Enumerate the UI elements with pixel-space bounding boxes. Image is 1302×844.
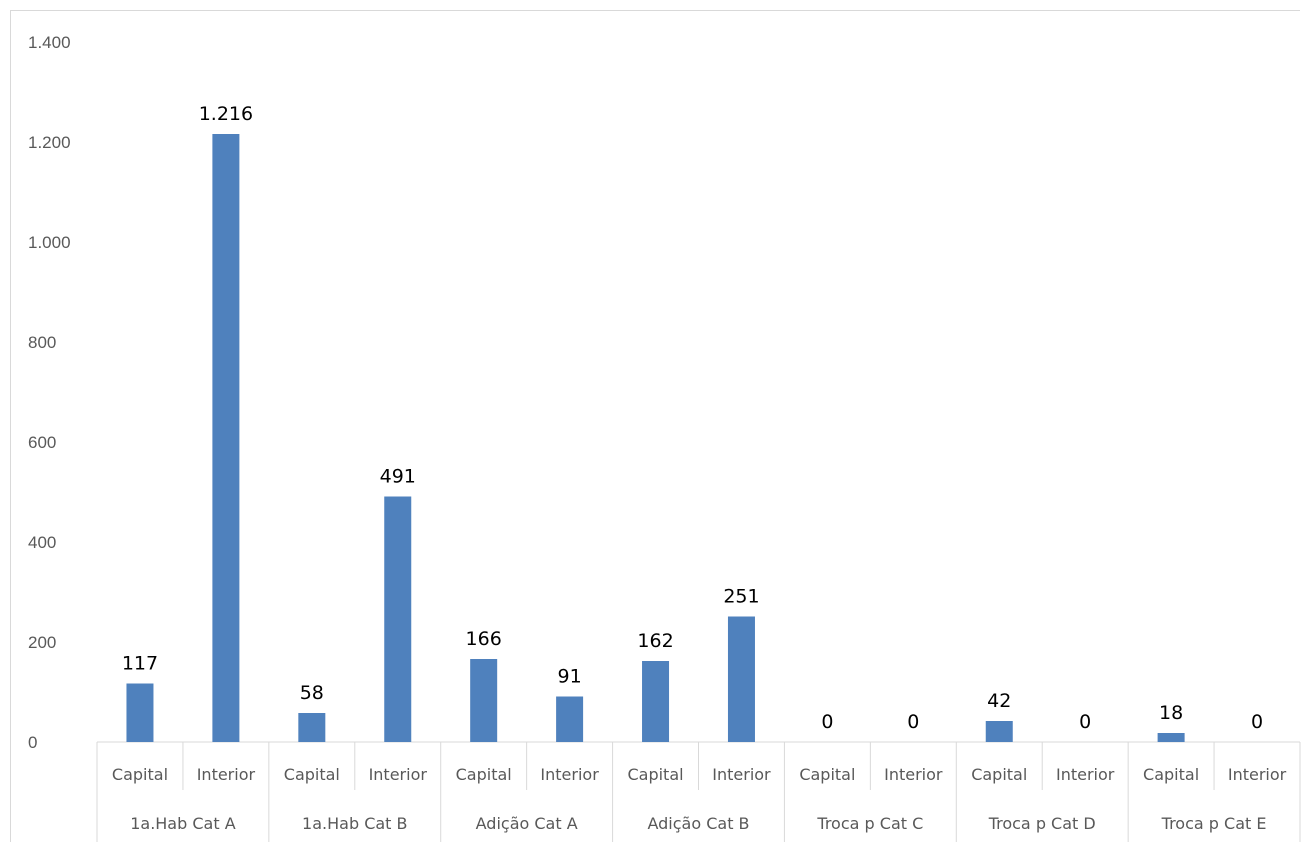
subcategory-label: Capital — [456, 765, 512, 784]
chart-frame — [10, 10, 1300, 842]
bar — [126, 683, 154, 742]
subcategory-label: Interior — [712, 765, 771, 784]
y-tick-label: 1.000 — [28, 233, 71, 252]
y-tick-label: 400 — [28, 533, 56, 552]
data-label: 1.216 — [199, 103, 253, 125]
y-tick-label: 800 — [28, 333, 56, 352]
data-label: 117 — [122, 653, 158, 675]
data-label: 58 — [300, 682, 324, 704]
data-label: 18 — [1159, 702, 1183, 724]
bar — [1157, 733, 1185, 742]
bar — [985, 721, 1013, 742]
y-tick-label: 1.400 — [28, 33, 71, 52]
data-label: 91 — [558, 666, 582, 688]
group-label: 1a.Hab Cat B — [302, 814, 407, 833]
subcategory-label: Interior — [1228, 765, 1287, 784]
data-label: 251 — [723, 586, 759, 608]
subcategory-label: Interior — [369, 765, 428, 784]
bar — [212, 134, 240, 742]
data-label: 0 — [1251, 711, 1263, 733]
data-label: 491 — [380, 466, 416, 488]
bar — [298, 713, 326, 742]
group-label: Adição Cat A — [476, 814, 578, 833]
group-label: Troca p Cat E — [1161, 814, 1267, 833]
y-tick-label: 1.200 — [28, 133, 71, 152]
bar — [556, 696, 584, 742]
subcategory-label: Capital — [1143, 765, 1199, 784]
group-label: Troca p Cat C — [816, 814, 923, 833]
subcategory-label: Capital — [799, 765, 855, 784]
subcategory-label: Capital — [627, 765, 683, 784]
bar — [384, 496, 412, 742]
data-label: 0 — [821, 711, 833, 733]
bar — [470, 659, 498, 742]
data-label: 166 — [466, 628, 502, 650]
group-label: 1a.Hab Cat A — [130, 814, 235, 833]
subcategory-label: Interior — [197, 765, 256, 784]
subcategory-label: Capital — [971, 765, 1027, 784]
bar — [727, 616, 755, 742]
subcategory-label: Capital — [112, 765, 168, 784]
group-label: Adição Cat B — [647, 814, 749, 833]
data-label: 162 — [637, 630, 673, 652]
data-label: 0 — [907, 711, 919, 733]
data-label: 42 — [987, 690, 1011, 712]
subcategory-label: Interior — [884, 765, 943, 784]
subcategory-label: Capital — [284, 765, 340, 784]
subcategory-label: Interior — [1056, 765, 1115, 784]
y-tick-label: 0 — [28, 733, 37, 752]
data-label: 0 — [1079, 711, 1091, 733]
y-tick-label: 200 — [28, 633, 56, 652]
y-tick-label: 600 — [28, 433, 56, 452]
group-label: Troca p Cat D — [988, 814, 1096, 833]
subcategory-label: Interior — [540, 765, 599, 784]
bar — [642, 661, 670, 742]
